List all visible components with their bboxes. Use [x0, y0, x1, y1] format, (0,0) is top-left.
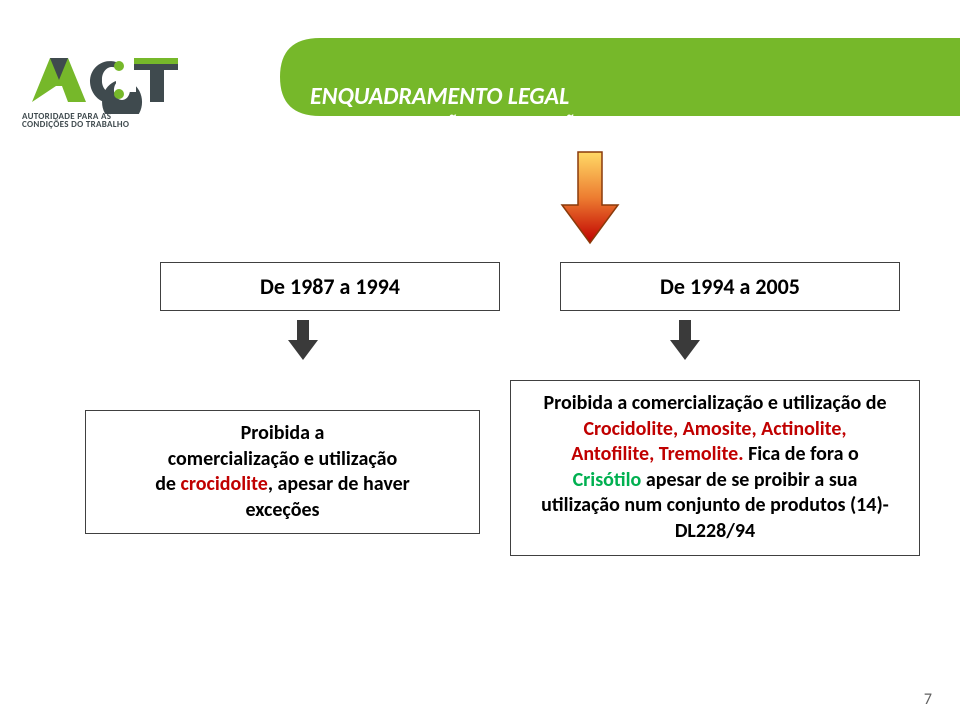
page-number: 7	[924, 690, 932, 709]
detail-box-2: Proibida a comercialização e utilização …	[510, 380, 920, 556]
db2-l5: utilização num conjunto de produtos (14)…	[541, 493, 889, 517]
db2-l4-tail: apesar de se proibir a sua	[641, 468, 857, 492]
db2-l1: Proibida a comercialização e utilização …	[543, 391, 886, 415]
db2-l2-red: Crocidolite, Amosite, Actinolite,	[583, 417, 846, 441]
detail-box-1: Proibida a comercialização e utilização …	[85, 410, 480, 534]
db2-l3-tail: Fica de fora o	[744, 442, 859, 466]
db2-l6: DL228/94	[675, 519, 755, 543]
db2-l3-red: Antofilite, Tremolite.	[571, 442, 743, 466]
header-bar: AUTORIDADE PARA AS CONDIÇÕES DO TRABALHO…	[0, 38, 960, 116]
db2-l4-green: Crisótilo	[573, 468, 642, 492]
logo-mark	[22, 58, 182, 114]
logo: AUTORIDADE PARA AS CONDIÇÕES DO TRABALHO	[22, 58, 272, 131]
logo-sub-line2: CONDIÇÕES DO TRABALHO	[22, 120, 272, 130]
title-sub: COMERCIALIZAÇÃO E UTILIZAÇÃO	[310, 113, 587, 137]
small-arrow-2	[670, 320, 700, 360]
period-box-2: De 1994 a 2005	[560, 262, 900, 311]
db1-l3a: de	[155, 472, 180, 496]
db1-l3-red: crocidolite	[181, 472, 268, 496]
period-box-1: De 1987 a 1994	[160, 262, 500, 311]
db1-l2: comercialização e utilização	[168, 447, 397, 471]
db1-l4: exceções	[246, 498, 320, 522]
title-main: ENQUADRAMENTO LEGAL	[310, 82, 587, 111]
small-arrow-1	[288, 320, 318, 360]
db1-l1: Proibida a	[241, 421, 325, 445]
gradient-down-arrow	[560, 150, 620, 245]
db1-l3b: , apesar de haver	[268, 472, 410, 496]
header-titles: ENQUADRAMENTO LEGAL COMERCIALIZAÇÃO E UT…	[310, 82, 587, 137]
